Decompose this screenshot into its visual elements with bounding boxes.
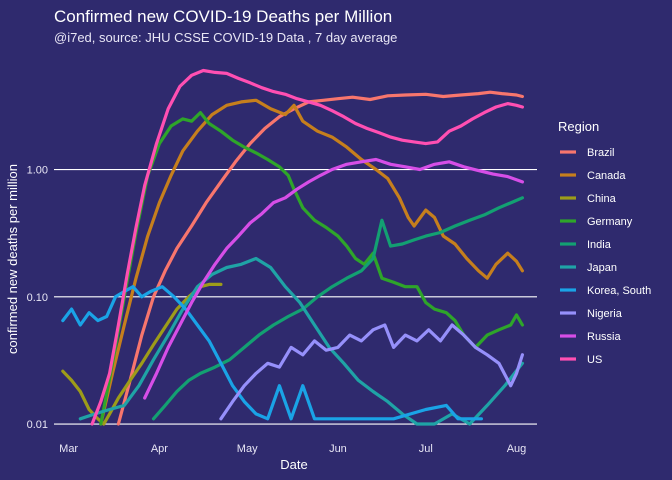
series-line-canada xyxy=(99,98,524,426)
x-tick-label: Aug xyxy=(507,443,527,455)
series-line-us xyxy=(90,68,524,426)
series-line-nigeria xyxy=(219,323,524,421)
series-line-russia xyxy=(143,157,524,400)
series-line-brazil xyxy=(116,90,524,426)
legend: Region Brazil Canada China Germany India Japa… xyxy=(558,119,651,366)
legend-title: Region xyxy=(558,119,599,134)
series-line-korea-south xyxy=(61,285,483,421)
y-axis-ticks: 0.01 0.10 1.00 xyxy=(27,165,48,431)
chart-title: Confirmed new COVID-19 Deaths per Millio… xyxy=(54,7,392,26)
y-tick-label: 1.00 xyxy=(27,165,48,177)
series-line-germany xyxy=(99,111,524,426)
series-lines xyxy=(61,68,524,426)
chart-subtitle: @i7ed, source: JHU CSSE COVID-19 Data , … xyxy=(54,30,397,45)
x-tick-label: Jul xyxy=(419,443,433,455)
legend-label: Canada xyxy=(587,170,626,182)
legend-label: Japan xyxy=(587,262,617,274)
series-line-china xyxy=(61,282,223,426)
x-axis-title: Date xyxy=(280,457,307,472)
legend-label: China xyxy=(587,193,617,205)
legend-label: India xyxy=(587,239,612,251)
series-line-india xyxy=(151,196,524,421)
y-axis-title: confirmed new deaths per million xyxy=(5,164,20,354)
legend-label: Korea, South xyxy=(587,285,651,297)
x-tick-label: Mar xyxy=(59,443,78,455)
legend-label: Nigeria xyxy=(587,308,623,320)
x-tick-label: Jun xyxy=(329,443,347,455)
x-tick-label: Apr xyxy=(151,443,168,455)
x-axis-ticks: Mar Apr May Jun Jul Aug xyxy=(59,443,526,455)
legend-label: Russia xyxy=(587,331,622,343)
legend-label: Germany xyxy=(587,216,633,228)
x-tick-label: May xyxy=(237,443,258,455)
legend-label: US xyxy=(587,354,602,366)
legend-label: Brazil xyxy=(587,147,615,159)
y-tick-label: 0.10 xyxy=(27,292,48,304)
series-line-japan xyxy=(78,256,524,426)
y-tick-label: 0.01 xyxy=(27,419,48,431)
